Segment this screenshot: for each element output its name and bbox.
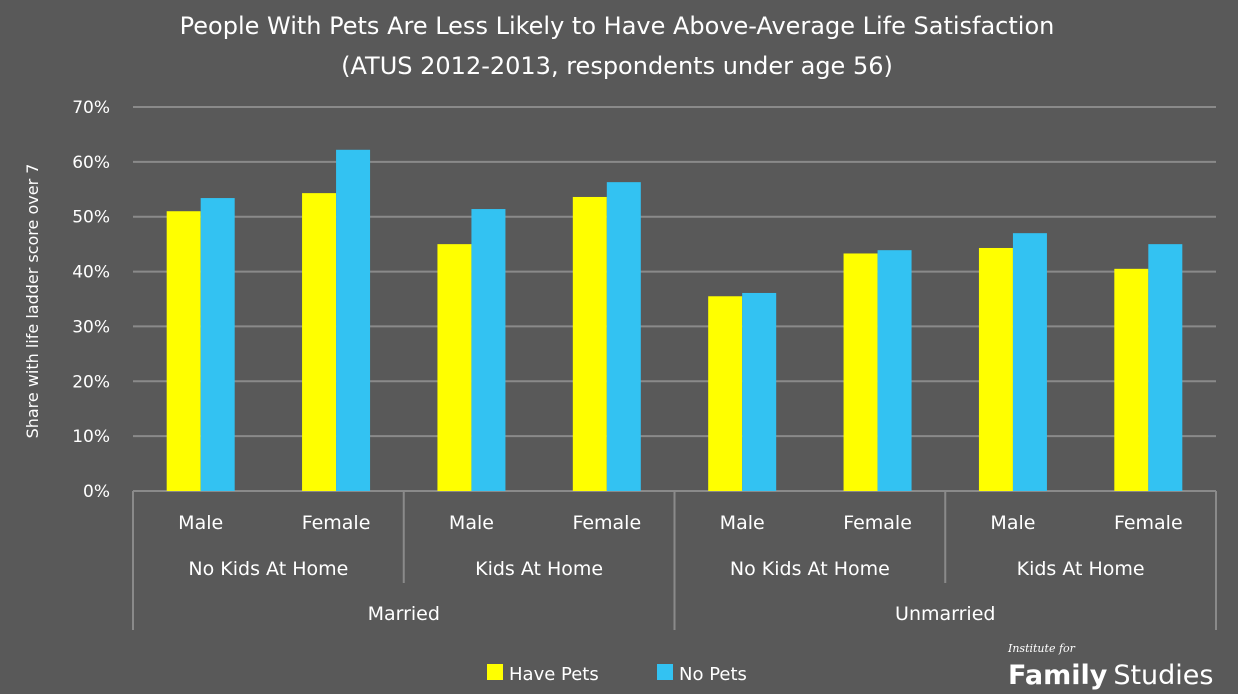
bar-no-pets bbox=[1012, 233, 1047, 491]
category-label: Female bbox=[843, 512, 912, 534]
bar-have-pets bbox=[1114, 268, 1149, 491]
bar-no-pets bbox=[1148, 244, 1183, 491]
group-label-kids: No Kids At Home bbox=[188, 558, 348, 580]
legend-label: No Pets bbox=[679, 664, 747, 685]
legend-label: Have Pets bbox=[509, 664, 599, 685]
y-tick-label: 60% bbox=[72, 153, 110, 173]
bar-no-pets bbox=[471, 209, 506, 491]
category-label: Female bbox=[1114, 512, 1183, 534]
logo-text-institute: Institute for bbox=[1007, 642, 1076, 655]
bar-have-pets bbox=[437, 244, 472, 491]
bar-no-pets bbox=[336, 149, 371, 491]
bars bbox=[166, 149, 1183, 492]
bar-have-pets bbox=[572, 196, 607, 492]
logo: Institute for Family Studies bbox=[1007, 642, 1213, 691]
category-label: Female bbox=[572, 512, 641, 534]
group-label-kids: Kids At Home bbox=[1017, 558, 1145, 580]
legend-swatch bbox=[487, 664, 503, 680]
group-label-marital: Unmarried bbox=[895, 603, 995, 625]
group-label-marital: Married bbox=[368, 603, 440, 625]
logo-text-family-studies: Family Studies bbox=[1008, 660, 1213, 691]
y-tick-label: 70% bbox=[72, 98, 110, 118]
category-label: Male bbox=[990, 512, 1035, 534]
bar-have-pets bbox=[302, 193, 337, 491]
y-tick-label: 30% bbox=[72, 317, 110, 337]
y-axis-label: Share with life ladder score over 7 bbox=[23, 164, 42, 439]
bar-have-pets bbox=[166, 211, 201, 491]
bar-have-pets bbox=[843, 253, 878, 491]
y-tick-label: 50% bbox=[72, 208, 110, 228]
legend: Have Pets No Pets bbox=[487, 664, 747, 685]
legend-swatch bbox=[657, 664, 673, 680]
bar-no-pets bbox=[742, 292, 777, 491]
category-axis: Male Female Male Female Male Female Male Female… bbox=[132, 491, 1217, 630]
group-label-kids: Kids At Home bbox=[475, 558, 603, 580]
group-label-kids: No Kids At Home bbox=[730, 558, 890, 580]
bar-no-pets bbox=[606, 182, 641, 491]
y-tick-label: 10% bbox=[72, 427, 110, 447]
y-tick-label: 40% bbox=[72, 263, 110, 283]
bar-have-pets bbox=[978, 247, 1013, 491]
bar-have-pets bbox=[708, 296, 743, 491]
category-label: Male bbox=[720, 512, 765, 534]
category-label: Female bbox=[302, 512, 371, 534]
y-tick-labels: 0% 10% 20% 30% 40% 50% 60% 70% bbox=[72, 98, 110, 502]
chart-title: People With Pets Are Less Likely to Have… bbox=[180, 12, 1055, 40]
logo-text-studies: Studies bbox=[1113, 660, 1213, 691]
category-label: Male bbox=[178, 512, 223, 534]
bar-no-pets bbox=[200, 198, 235, 491]
logo-text-family: Family bbox=[1008, 660, 1108, 691]
category-label: Male bbox=[449, 512, 494, 534]
y-tick-label: 20% bbox=[72, 372, 110, 392]
y-tick-label: 0% bbox=[83, 482, 110, 502]
chart-subtitle: (ATUS 2012-2013, respondents under age 5… bbox=[341, 52, 893, 80]
gridlines bbox=[133, 106, 1216, 492]
bar-no-pets bbox=[877, 250, 912, 491]
